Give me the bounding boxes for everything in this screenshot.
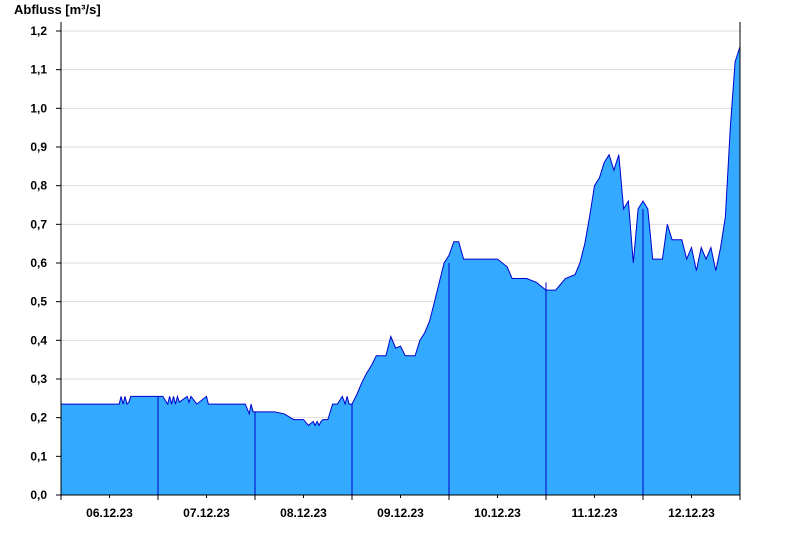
x-tick-label: 09.12.23 <box>377 506 424 520</box>
y-tick-label: 1,0 <box>30 101 47 115</box>
discharge-area <box>61 46 740 495</box>
y-tick-label: 1,1 <box>30 63 47 77</box>
x-tick-label: 07.12.23 <box>183 506 230 520</box>
y-tick-label: 0,9 <box>30 140 47 154</box>
x-tick-label: 11.12.23 <box>571 506 617 520</box>
y-axis-label: Abfluss [m³/s] <box>14 2 101 17</box>
x-tick-label: 12.12.23 <box>668 506 715 520</box>
x-tick-label: 06.12.23 <box>86 506 133 520</box>
x-tick-labels: 06.12.23 07.12.23 08.12.23 09.12.23 10.12.23… <box>60 495 741 520</box>
x-tick-label: 10.12.23 <box>474 506 521 520</box>
x-tick-label: 08.12.23 <box>280 506 327 520</box>
y-tick-label: 0,5 <box>30 295 47 309</box>
y-tick-label: 0,8 <box>30 179 47 193</box>
y-tick-label: 0,0 <box>30 488 47 502</box>
discharge-series <box>61 46 741 495</box>
y-tick-label: 0,4 <box>30 333 47 347</box>
y-tick-label: 0,6 <box>30 256 47 270</box>
y-tick-label: 0,3 <box>30 372 47 386</box>
y-tick-label: 0,2 <box>30 411 47 425</box>
day-divider-lines <box>157 208 644 495</box>
y-tick-label: 0,7 <box>30 217 47 231</box>
y-tick-labels: 0,0 0,1 0,2 0,3 0,4 0,5 0,6 0,7 0,8 0,9 1,0 1,1 1,2 <box>30 24 61 502</box>
discharge-line <box>61 46 741 427</box>
y-tick-label: 0,1 <box>30 449 47 463</box>
y-tick-label: 1,2 <box>30 24 47 38</box>
